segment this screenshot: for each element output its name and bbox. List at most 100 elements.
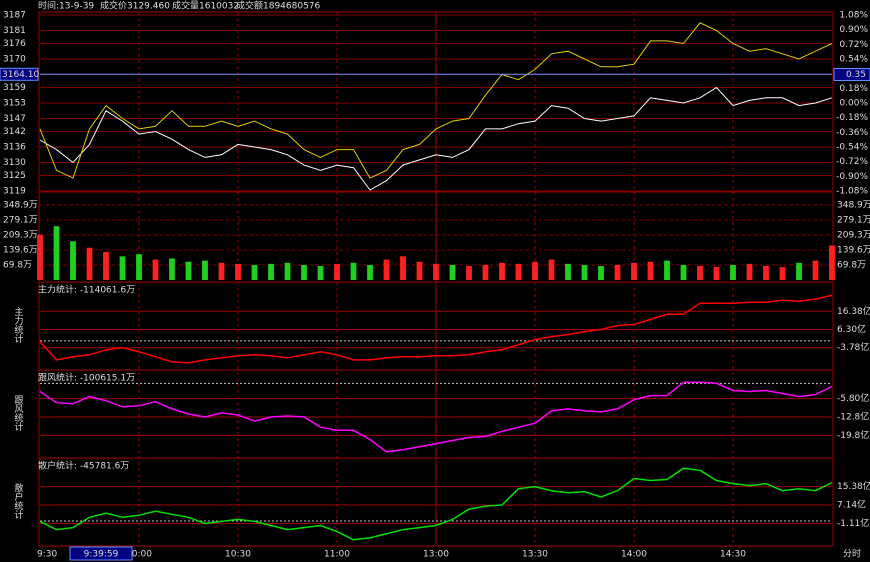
volume-bar (235, 263, 241, 280)
header-price: 成交价3129.460 (100, 0, 170, 12)
header-volume: 成交量1610032 (172, 0, 239, 12)
y-tick-label: 3176 (3, 39, 26, 49)
volume-bar (103, 252, 109, 280)
y-tick-label: 15.38亿 (837, 480, 870, 492)
y2-tick-label: -0.90% (836, 172, 868, 182)
y-tick-label: 3187 (3, 11, 26, 21)
price-line (39, 22, 833, 179)
volume-bar (317, 266, 324, 280)
volume-bar (812, 260, 819, 280)
price-line (39, 86, 833, 191)
volume-bar (268, 263, 274, 280)
y-tick-label: 3147 (3, 114, 26, 124)
volume-bar (614, 264, 621, 280)
indicator-line (39, 294, 833, 364)
cursor-time-box (69, 546, 133, 561)
volume-bar (301, 264, 307, 280)
header-amount: 成交额1894680576 (236, 0, 321, 12)
y2-tick-label: -1.08% (836, 187, 868, 197)
indicator-line (39, 381, 833, 453)
volume-bar (631, 262, 637, 280)
volume-bar (581, 264, 588, 280)
y2-tick-label: 1.08% (839, 11, 868, 21)
volume-bar (400, 256, 406, 280)
panel-title: 散户统计: -45781.6万 (38, 460, 129, 472)
volume-bar (598, 266, 604, 280)
y2-tick-label: 0.00% (839, 99, 868, 109)
volume-bar (251, 264, 258, 280)
y-tick-label-right: 348.9万 (837, 200, 870, 210)
x-tick-label: 13:00 (423, 550, 449, 560)
y-tick-label-right: 69.8万 (837, 260, 866, 270)
y2-tick-label: -0.36% (836, 128, 868, 138)
panel-side-label: 散户统计 (13, 482, 24, 520)
y-tick-label: 6.30亿 (837, 323, 866, 335)
y2-tick-label: 0.72% (839, 40, 868, 50)
y2-tick-label: -0.72% (836, 157, 868, 167)
indicator-line (39, 467, 833, 541)
x-end-label: 分时 (843, 548, 861, 560)
volume-bar (136, 254, 142, 280)
cursor-box (833, 67, 870, 81)
volume-bar (284, 262, 291, 280)
y-tick-label-right: 139.6万 (837, 245, 870, 255)
panel-side-label: 跟风统计 (13, 395, 24, 432)
volume-bar (367, 264, 373, 280)
y2-tick-label: 0.90% (839, 25, 868, 35)
volume-bar (86, 247, 93, 280)
y2-tick-label: 0.18% (839, 84, 868, 94)
volume-bar (350, 262, 357, 280)
cursor-box (0, 67, 39, 81)
y-tick-label: 3159 (3, 83, 26, 93)
cursor-price: 3164.10 (2, 70, 39, 80)
x-tick-label: 14:30 (720, 550, 746, 560)
volume-bar (53, 226, 60, 280)
y2-tick-label: -0.18% (836, 113, 868, 123)
x-tick-label: 10:30 (225, 550, 251, 560)
volume-bar (829, 245, 835, 280)
x-tick-label: 10:00 (126, 550, 152, 560)
volume-bar (185, 261, 192, 280)
panel-title: 跟风统计: -100615.1万 (38, 372, 135, 384)
volume-bar (202, 260, 208, 280)
y-tick-label: 16.38亿 (837, 305, 870, 317)
panel-title: 主力统计: -114061.6万 (38, 284, 135, 296)
volume-bar (680, 264, 687, 280)
y-tick-label: -5.80亿 (837, 392, 869, 404)
x-tick-label: 14:00 (621, 550, 647, 560)
volume-bar (466, 266, 472, 280)
volume-bar (218, 262, 225, 280)
volume-bar (37, 234, 43, 280)
volume-bar (383, 259, 390, 280)
volume-bar (647, 261, 654, 280)
cursor-time: 9:39:59 (84, 550, 119, 560)
y-tick-label: 3142 (3, 127, 26, 137)
x-tick-label: 11:00 (324, 550, 350, 560)
volume-bar (746, 263, 753, 280)
volume-bar (548, 259, 555, 280)
volume-bar (416, 261, 423, 280)
y-tick-label: 209.3万 (3, 230, 38, 240)
y-tick-label: 3130 (3, 158, 26, 168)
volume-bar (697, 266, 703, 280)
volume-bar (565, 263, 571, 280)
volume-bar (515, 263, 522, 280)
volume-bar (449, 264, 456, 280)
volume-bar (433, 263, 439, 280)
y-tick-label-right: 279.1万 (837, 215, 870, 225)
volume-bar (796, 262, 802, 280)
volume-bar (713, 267, 720, 280)
volume-bar (119, 256, 126, 280)
y2-tick-label: 0.54% (839, 55, 868, 65)
volume-bar (779, 267, 786, 280)
volume-bar (499, 262, 505, 280)
x-tick-label: 9:30 (37, 550, 57, 560)
y-tick-label: 139.6万 (3, 245, 38, 255)
y-tick-label: 3153 (3, 99, 26, 109)
volume-bar (482, 264, 489, 280)
volume-bar (70, 241, 76, 280)
y2-tick-label: -0.54% (836, 143, 868, 153)
y-tick-label: -3.78亿 (837, 341, 869, 353)
